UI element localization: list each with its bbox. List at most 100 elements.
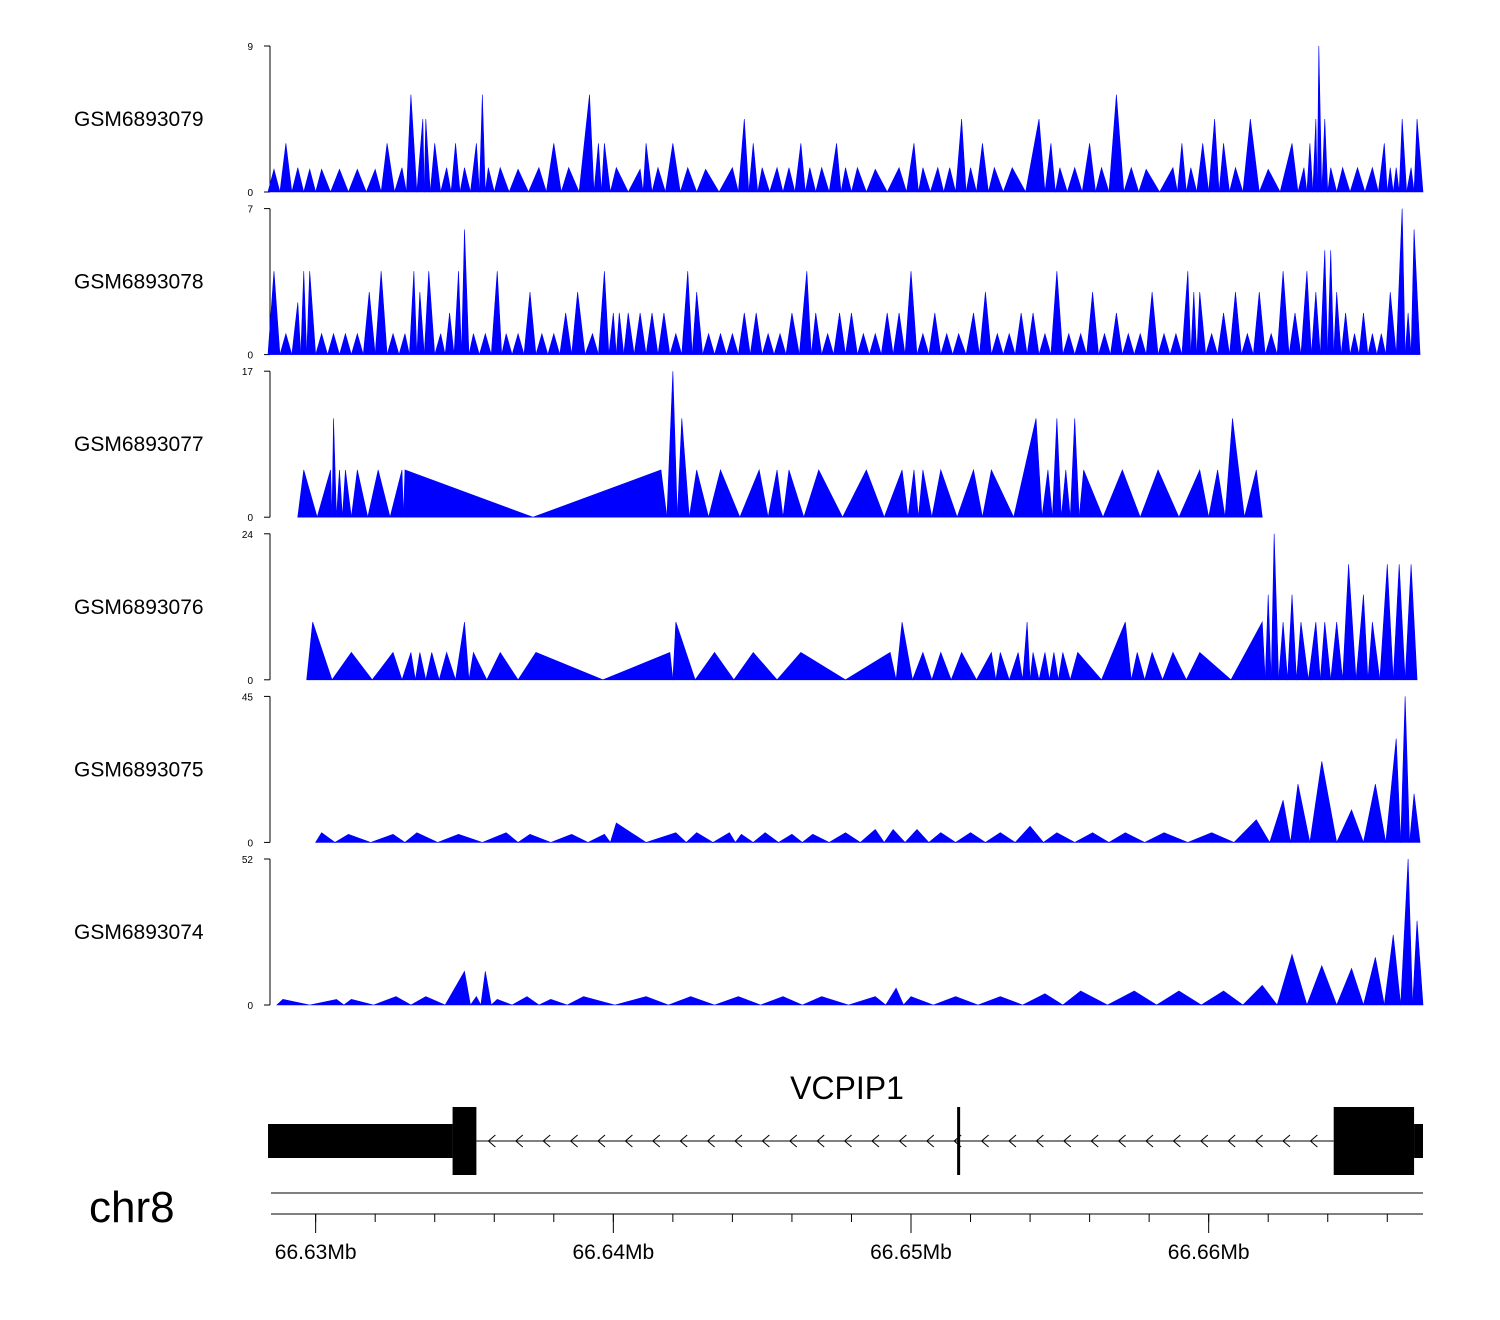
coverage-peak [291,302,302,355]
coverage-peak [1130,652,1146,681]
coverage-peak [803,469,844,518]
coverage-peak [979,292,992,355]
coverage-peak [1224,418,1245,518]
coverage-peak [681,271,693,355]
coverage-peak [480,971,492,1006]
coverage-peak [1258,168,1281,193]
coverage-peak [1264,332,1278,355]
y-tick-label-max: 17 [242,367,254,378]
coverage-peak [1178,468,1210,518]
coverage-peak [1308,621,1321,681]
coverage-peak [550,833,589,843]
coverage-peak [1196,143,1210,193]
coverage-peak [1218,143,1230,193]
y-tick-label-min: 0 [247,838,253,849]
coverage-peak [711,832,736,843]
coverage-peak [906,143,919,193]
track-label: GSM6893076 [74,596,204,619]
coverage-peak [714,332,727,355]
track-GSM6893078: GSM6893078 7 0 [74,205,1421,362]
coverage-peak [532,469,668,518]
coverage-peak [688,469,709,518]
coverage-peak [538,999,568,1006]
coverage-peak [1157,332,1171,355]
coverage-peak [1038,652,1050,681]
coverage-peak [1074,332,1088,355]
coverage-peak [1363,783,1387,843]
y-tick-label-min: 0 [247,513,253,524]
y-tick-label-max: 9 [247,42,253,53]
coverage-peak [1367,621,1381,681]
coverage-peak [1050,271,1064,355]
coverage-peak [306,271,316,355]
coverage-peak [912,651,933,681]
strand-arrow [1200,1134,1209,1148]
coverage-peak [1133,332,1147,355]
coverage-peak [267,271,281,355]
coverage-peak [976,143,989,193]
coverage-peak [708,469,741,518]
coverage-peak [316,469,333,518]
coverage-peak [1367,333,1378,355]
strand-arrow [789,1134,798,1148]
coverage-peak [1355,594,1369,681]
coverage-peak [343,999,374,1006]
track-label: GSM6893074 [74,921,204,944]
coverage-peak [1187,832,1235,843]
exon-block [452,1107,477,1175]
coverage-peak [892,312,906,355]
coverage-peak [1229,292,1242,355]
coverage-peak [279,143,293,193]
coverage-peak [739,468,769,518]
coverage-peak [297,469,318,518]
axis-tick-label: 66.63Mb [275,1241,357,1264]
coverage-peak [1025,118,1046,193]
coverage-peak [651,166,666,193]
coverage-peak [1102,469,1141,518]
track-GSM6893076: GSM6893076 24 0 [74,530,1418,687]
coverage-peak [528,166,547,193]
coverage-peak [1358,312,1369,355]
coverage-peak [1074,832,1111,843]
coverage-peak [1404,564,1418,681]
coverage-peak [738,312,751,355]
coverage-peak [1409,793,1421,843]
track-label: GSM6893075 [74,758,204,781]
coverage-peak [761,332,775,355]
coverage-peak [468,333,480,355]
coverage-peak [799,271,812,355]
strand-arrow [1227,1134,1236,1148]
coverage-peak [702,332,715,355]
coverage-peak [1244,469,1263,518]
coverage-peak [423,271,436,355]
coverage-peak [1400,696,1410,843]
track-label: GSM6893078 [74,271,204,294]
coverage-peak [1385,292,1397,355]
coverage-peak [883,469,909,518]
coverage-peak [398,333,410,355]
coverage-peak [1252,292,1266,355]
coverage-peak [645,832,688,843]
coverage-peak [1022,993,1064,1006]
coverage-peak [954,832,987,843]
coverage-peak [373,996,413,1006]
strand-arrow [487,1134,496,1148]
coverage-peak [386,332,400,355]
strand-arrow [1254,1134,1263,1148]
coverage-peak [1066,166,1083,193]
coverage-peak [453,271,462,355]
coverage-peak [1398,118,1407,193]
coverage-peak [511,332,525,355]
coverage-peak [370,833,406,843]
coverage-peak [1110,312,1123,355]
coverage-peak [490,271,503,355]
coverage-peak [1042,832,1075,843]
coverage-peak [609,166,629,193]
axis-tick-label: 66.64Mb [572,1241,654,1264]
coverage-peak [1159,166,1178,193]
coverage-peak [907,469,919,518]
coverage-peak [633,312,647,355]
coverage-peak [767,469,784,518]
coverage-peak [801,833,830,843]
